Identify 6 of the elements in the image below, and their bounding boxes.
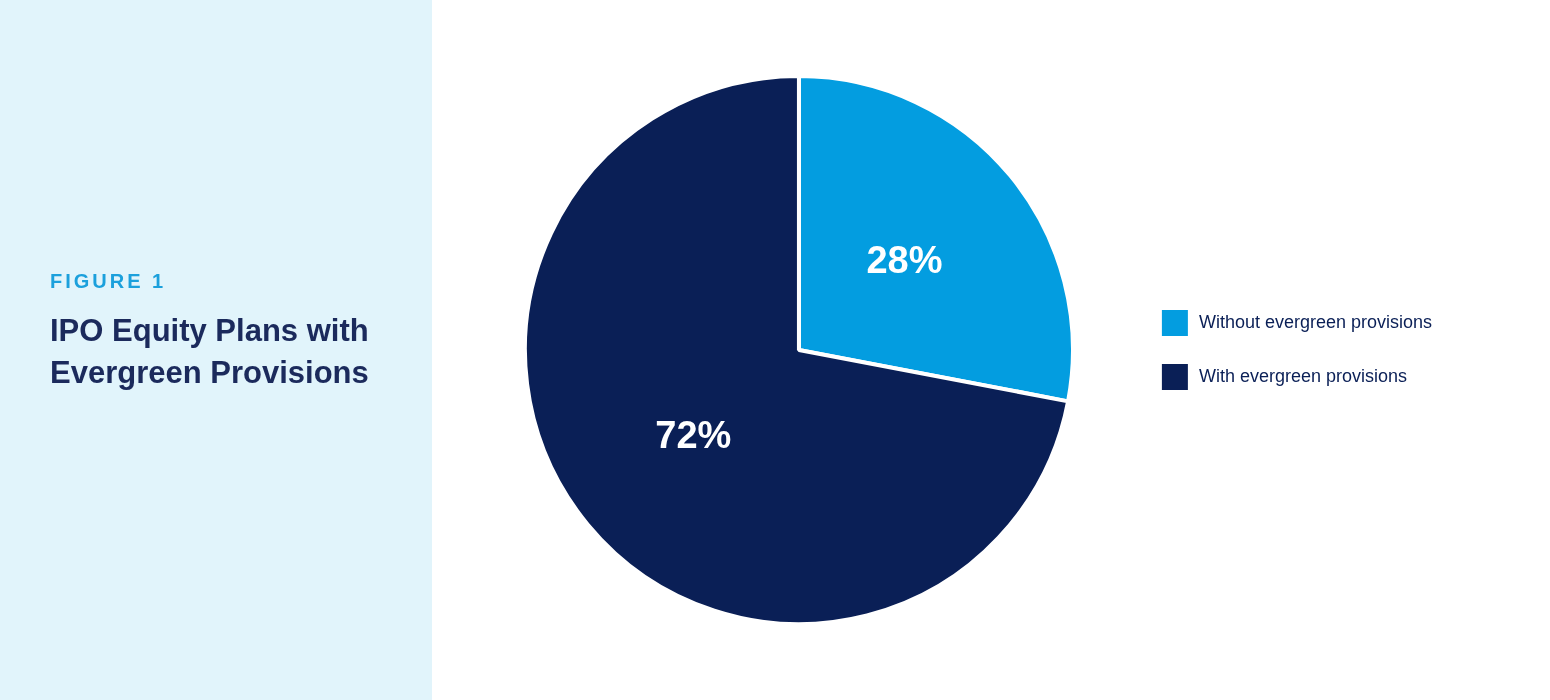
legend-label: Without evergreen provisions	[1198, 311, 1433, 332]
data-label: 72%	[655, 413, 732, 456]
text: IPO Equity Plans with Evergreen Provisions	[50, 312, 370, 392]
legend-label: With evergreen provisions	[1198, 365, 1407, 386]
data-label: 28%	[866, 239, 943, 282]
text: FIGURE 1	[50, 270, 167, 293]
